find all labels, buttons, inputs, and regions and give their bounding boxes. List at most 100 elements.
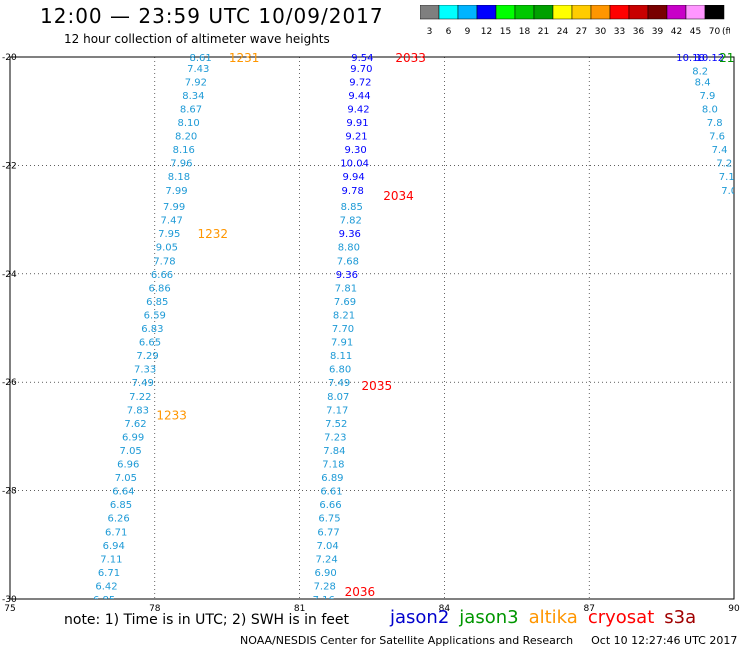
swh-value: 8.61 <box>190 53 212 64</box>
swh-value: 7.78 <box>153 256 175 267</box>
swh-value: 7.17 <box>326 405 348 416</box>
time-label: 2036 <box>345 585 376 599</box>
swh-value: 7.91 <box>331 338 353 349</box>
swh-value: 9.54 <box>351 53 373 64</box>
time-label: 21 <box>719 51 734 65</box>
swh-value: 7.96 <box>170 159 192 170</box>
swh-value: 9.44 <box>348 91 370 102</box>
satellite-jason3: jason3 <box>459 607 519 628</box>
plot-frame <box>9 56 735 600</box>
legend-label: 3 <box>427 27 433 37</box>
legend-label: 18 <box>519 27 531 37</box>
swh-value: 8.34 <box>182 91 204 102</box>
swh-value: 7.82 <box>340 216 362 227</box>
swh-value: 7.04 <box>316 541 338 552</box>
y-tick-label: -26 <box>2 378 17 388</box>
page-title: 12:00 — 23:59 UTC 10/09/2017 <box>40 4 384 28</box>
swh-value: 7.18 <box>322 460 344 471</box>
credit-line: NOAA/NESDIS Center for Satellite Applica… <box>240 634 737 647</box>
swh-value: 9.21 <box>345 132 367 143</box>
swh-value: 6.96 <box>117 460 139 471</box>
swh-value: 6.61 <box>320 487 342 498</box>
swh-value: 8.18 <box>168 172 190 183</box>
swh-value: 9.70 <box>350 64 372 75</box>
y-tick-label: -28 <box>2 487 17 497</box>
legend-label: 45 <box>690 27 701 37</box>
y-tick-label: -20 <box>2 53 17 63</box>
swh-value: 7.92 <box>185 77 207 88</box>
swh-value: 7.62 <box>124 419 146 430</box>
swh-value: 6.71 <box>105 527 127 538</box>
swh-value: 6.85 <box>110 500 132 511</box>
swh-value: 7.81 <box>335 283 357 294</box>
swh-value: 6.90 <box>315 568 337 579</box>
swh-value: 7.99 <box>163 202 185 213</box>
timestamp: Oct 10 12:27:46 UTC 2017 <box>591 634 738 647</box>
swh-value: 8.67 <box>180 104 202 115</box>
satellite-s3a: s3a <box>664 607 697 628</box>
swh-value: 7.49 <box>132 378 154 389</box>
swh-value: 8.85 <box>341 202 363 213</box>
swh-value: 9.78 <box>342 186 364 197</box>
swh-value: 7.16 <box>313 595 335 606</box>
swh-value: 8.80 <box>338 243 360 254</box>
swh-value: 6.26 <box>107 514 129 525</box>
legend-label: 27 <box>576 27 587 37</box>
swh-value: 7.22 <box>129 392 151 403</box>
x-tick-label: 81 <box>294 604 305 614</box>
swh-value: 9.91 <box>346 118 368 129</box>
x-tick-label: 84 <box>439 604 451 614</box>
swh-value: 6.80 <box>329 365 351 376</box>
legend-label: 30 <box>595 27 607 37</box>
time-label: 1231 <box>229 51 260 65</box>
legend-label: 15 <box>500 27 511 37</box>
legend-label: 36 <box>633 27 645 37</box>
x-tick-label: 87 <box>583 604 594 614</box>
swh-value: 7.29 <box>136 351 158 362</box>
y-tick-label: -24 <box>2 270 17 280</box>
swh-value: 7.84 <box>323 446 345 457</box>
swh-value: 7.69 <box>334 297 356 308</box>
swh-value: 7.83 <box>127 405 149 416</box>
legend-label: 12 <box>481 27 492 37</box>
swh-value: 6.89 <box>321 473 343 484</box>
swh-value: 6.64 <box>112 487 134 498</box>
swh-value: 6.94 <box>103 541 125 552</box>
swh-value: 8.21 <box>333 310 355 321</box>
swh-value: 6.77 <box>317 527 339 538</box>
swh-value: 7.6 <box>709 132 725 143</box>
swh-value: 7.52 <box>325 419 347 430</box>
swh-value: 7.1 <box>719 172 735 183</box>
swh-value: 7.2 <box>716 159 732 170</box>
swh-value: 6.65 <box>139 338 161 349</box>
swh-value: 7.05 <box>120 446 142 457</box>
legend-label: 9 <box>465 27 471 37</box>
swh-value: 6.66 <box>151 270 173 281</box>
time-label: 2033 <box>395 51 426 65</box>
satellite-cryosat: cryosat <box>587 607 655 628</box>
swh-value: 7.43 <box>187 64 209 75</box>
swh-value: 7.47 <box>161 216 183 227</box>
swh-value: 7.9 <box>700 91 716 102</box>
x-tick-label: 90 <box>728 604 740 614</box>
time-label: 1232 <box>197 227 228 241</box>
swh-value: 9.94 <box>343 172 365 183</box>
y-tick-label: -30 <box>2 595 17 605</box>
swh-value: 6.75 <box>318 514 340 525</box>
swh-value: 8.2 <box>692 67 708 78</box>
swh-value: 7.8 <box>707 118 723 129</box>
satellite-legend: jason2 jason3 altika cryosat s3a <box>390 607 706 628</box>
swh-value: 7.24 <box>315 554 337 565</box>
legend-label: 33 <box>614 27 625 37</box>
legend-swatch <box>704 5 725 20</box>
legend-label: 42 <box>671 27 682 37</box>
swh-value: 8.16 <box>173 145 195 156</box>
swh-value: 6.59 <box>144 310 166 321</box>
swh-value: 6.42 <box>95 581 117 592</box>
swh-value: 9.30 <box>344 145 366 156</box>
swh-value: 7.68 <box>337 256 359 267</box>
swh-value: 9.36 <box>339 229 361 240</box>
swh-value: 8.11 <box>330 351 352 362</box>
swh-value: 7.05 <box>115 473 137 484</box>
